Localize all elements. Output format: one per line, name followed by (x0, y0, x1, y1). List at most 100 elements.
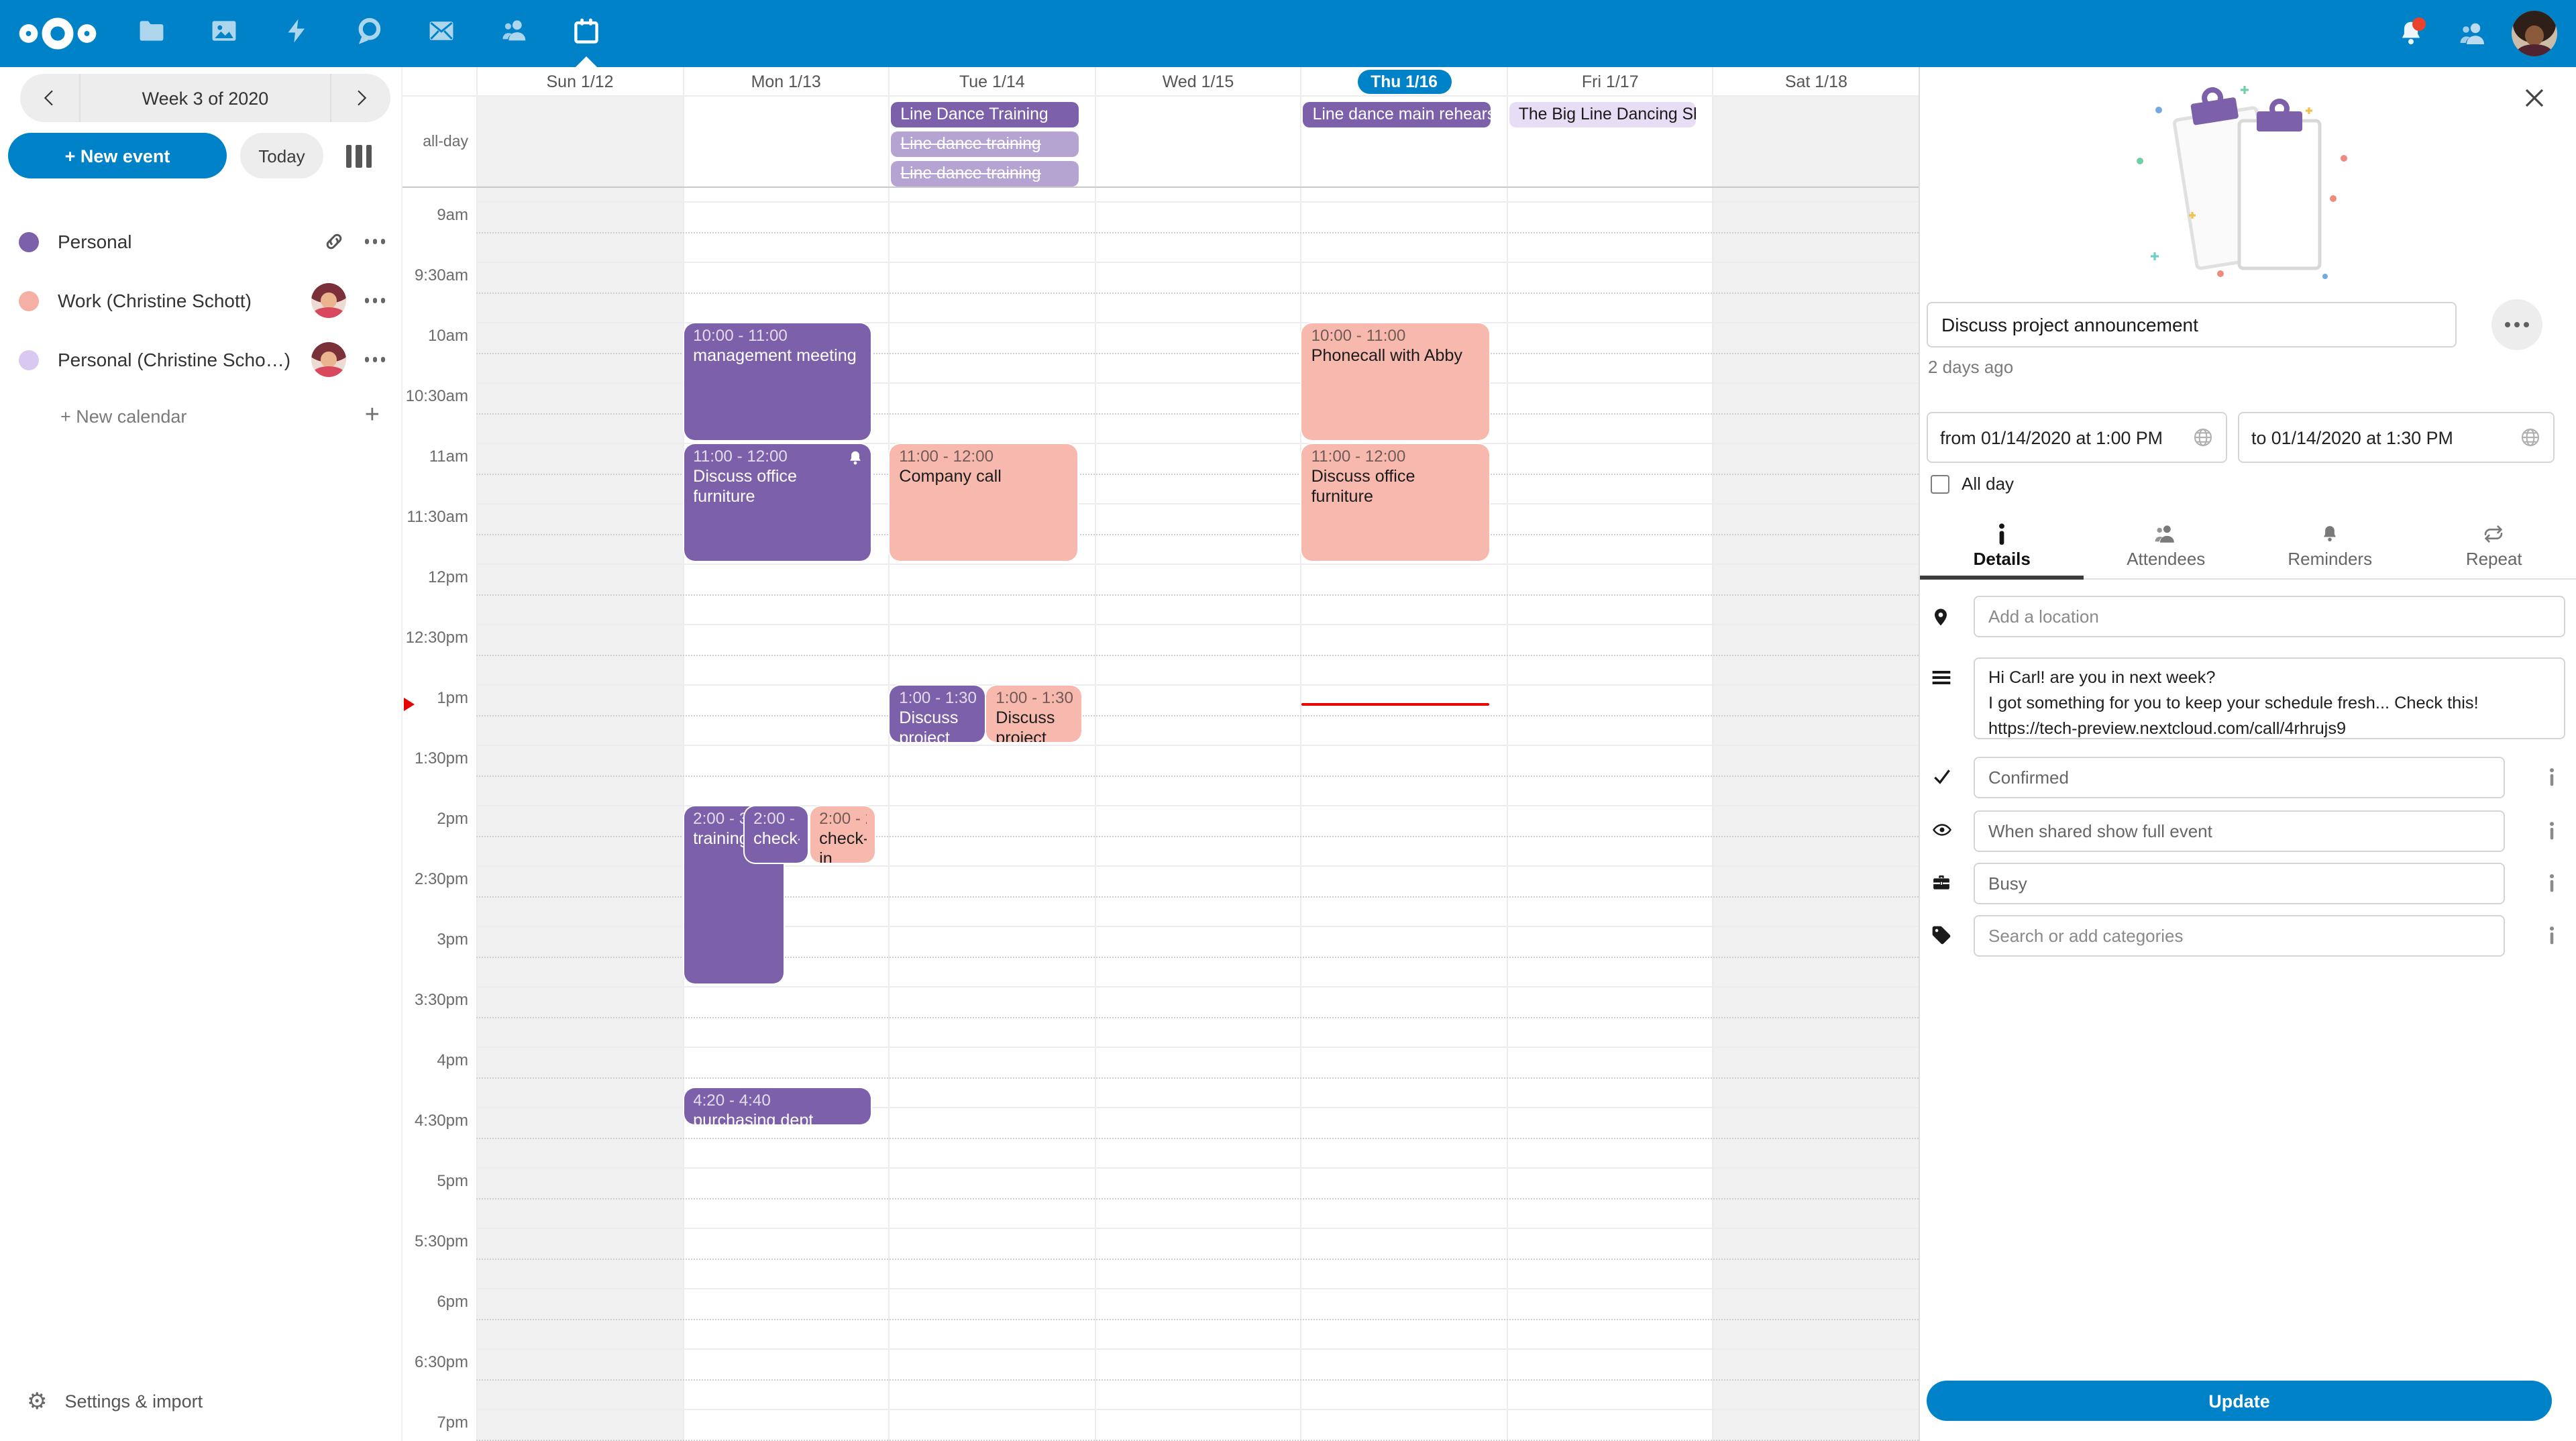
share-link-icon[interactable] (321, 229, 345, 254)
tab-attendees[interactable]: Attendees (2084, 514, 2249, 578)
previous-week-button[interactable] (20, 74, 79, 122)
location-input[interactable] (1974, 596, 2565, 637)
description-textarea[interactable]: Hi Carl! are you in next week? I got som… (1974, 657, 2565, 739)
all-day-checkbox-row[interactable]: All day (1931, 474, 2014, 494)
calendar-event[interactable]: 11:00 - 12:00 Company call (890, 444, 1077, 561)
day-header-wed[interactable]: Wed 1/15 (1094, 67, 1300, 95)
day-header-mon[interactable]: Mon 1/13 (682, 67, 888, 95)
visibility-info-icon[interactable] (2538, 810, 2565, 841)
app-contacts[interactable] (478, 0, 550, 67)
day-header-sat[interactable]: Sat 1/18 (1712, 67, 1919, 95)
day-header-sun[interactable]: Sun 1/12 (476, 67, 682, 95)
globe-icon[interactable] (2520, 427, 2541, 448)
view-toggle-button[interactable] (340, 136, 377, 175)
status-select[interactable]: Confirmed (1974, 757, 2505, 798)
calendar-event[interactable]: 2:00 - 2:30check-in (744, 806, 808, 863)
all-day-event[interactable]: Line Dance Training (891, 102, 1079, 127)
app-activity[interactable] (260, 0, 333, 67)
quarter-slot-line (476, 413, 1919, 414)
globe-icon[interactable] (2192, 427, 2214, 448)
tab-repeat[interactable]: Repeat (2412, 514, 2576, 578)
calendar-event[interactable]: 2:00 - 2:30check-in (810, 806, 875, 863)
all-day-cell[interactable] (1712, 97, 1919, 186)
visibility-select[interactable]: When shared show full event (1974, 810, 2505, 852)
slot-line (476, 503, 1919, 504)
notifications-button[interactable] (2380, 0, 2442, 67)
plus-icon[interactable]: + (364, 401, 380, 429)
categories-input[interactable]: Search or add categories (1974, 915, 2505, 957)
calendar-item-work-christine[interactable]: Work (Christine Schott) (0, 271, 401, 330)
event-title: Company call (899, 467, 1002, 486)
all-day-cell[interactable] (1094, 97, 1300, 186)
start-datetime-field[interactable]: from 01/14/2020 at 1:00 PM (1927, 412, 2227, 463)
slot-line (476, 262, 1919, 263)
calendar-item-personal-christine[interactable]: Personal (Christine Scho…) (0, 330, 401, 389)
avatar-body (2517, 44, 2552, 56)
event-title-input[interactable] (1927, 302, 2457, 348)
app-calendar[interactable] (550, 0, 623, 67)
end-datetime-field[interactable]: to 01/14/2020 at 1:30 PM (2238, 412, 2555, 463)
app-files[interactable] (115, 0, 188, 67)
all-day-cell[interactable] (476, 97, 683, 186)
calendar-week-view: Sun 1/12 Mon 1/13 Tue 1/14 Wed 1/15 Thu 1/16… (402, 67, 1919, 1441)
day-header-fri[interactable]: Fri 1/17 (1506, 67, 1713, 95)
nextcloud-logo[interactable] (19, 15, 97, 52)
categories-row: Search or add categories (1931, 915, 2565, 957)
all-day-event[interactable]: Line dance training (891, 161, 1079, 186)
calendar-menu-button[interactable] (364, 357, 385, 362)
categories-info-icon[interactable] (2538, 915, 2565, 946)
week-label[interactable]: Week 3 of 2020 (79, 74, 331, 122)
calendar-event[interactable]: 10:00 - 11:00 Phonecall with Abby (1301, 323, 1489, 440)
column-divider (476, 188, 478, 1441)
status-info-icon[interactable] (2538, 757, 2565, 788)
calendar-item-personal[interactable]: Personal (0, 212, 401, 271)
freebusy-select[interactable]: Busy (1974, 863, 2505, 904)
sidebar: Week 3 of 2020 + New event Today Persona… (0, 67, 402, 1441)
freebusy-info-icon[interactable] (2538, 863, 2565, 894)
event-title: Discuss office furniture (693, 467, 798, 506)
update-button[interactable]: Update (1927, 1381, 2552, 1421)
today-button[interactable]: Today (240, 133, 323, 178)
top-bar (0, 0, 2576, 67)
quarter-slot-line (476, 775, 1919, 776)
user-avatar[interactable] (2512, 11, 2557, 56)
calendar-menu-button[interactable] (364, 239, 385, 244)
event-actions-button[interactable] (2491, 299, 2542, 350)
calendar-color-dot (19, 290, 39, 311)
new-event-button[interactable]: + New event (8, 133, 227, 178)
quarter-slot-line (476, 714, 1919, 716)
day-header-tue[interactable]: Tue 1/14 (888, 67, 1094, 95)
calendar-color-dot (19, 231, 39, 252)
calendar-menu-button[interactable] (364, 298, 385, 303)
app-photos[interactable] (188, 0, 260, 67)
app-talk[interactable] (333, 0, 405, 67)
calendar-event[interactable]: 11:00 - 12:00 Discuss office furniture (684, 444, 871, 561)
location-row (1931, 596, 2565, 637)
calendar-event[interactable]: 1:00 - 1:30 Discuss project (986, 686, 1082, 742)
tab-reminders[interactable]: Reminders (2248, 514, 2412, 578)
calendar-event[interactable]: 4:20 - 4:40 purchasing dept (684, 1088, 871, 1124)
time-label: 6pm (437, 1292, 468, 1311)
all-day-event[interactable]: The Big Line Dancing Show (1509, 102, 1697, 127)
all-day-cell[interactable]: The Big Line Dancing Show (1506, 97, 1713, 186)
quarter-slot-line (476, 1016, 1919, 1018)
slot-line (476, 745, 1919, 746)
calendar-event[interactable]: 10:00 - 11:00 management meeting (684, 323, 871, 440)
all-day-event[interactable]: Line dance training (891, 131, 1079, 157)
close-panel-button[interactable] (2520, 83, 2549, 113)
all-day-event[interactable]: Line dance main rehearsal (1303, 102, 1491, 127)
all-day-cell[interactable] (682, 97, 888, 186)
time-grid[interactable]: 9am 9:30am 10am 10:30am 11am 11:30am 12pm 12:30… (402, 188, 1919, 1441)
tab-details[interactable]: Details (1920, 514, 2085, 580)
all-day-cell[interactable]: Line dance main rehearsal (1300, 97, 1507, 186)
contacts-menu-button[interactable] (2442, 0, 2504, 67)
new-calendar-button[interactable]: + New calendar + (0, 389, 401, 443)
calendar-event[interactable]: 11:00 - 12:00 Discuss office furniture (1301, 444, 1489, 561)
all-day-cell[interactable]: Line Dance Training Line dance training Li… (888, 97, 1094, 186)
settings-import-button[interactable]: ⚙ Settings & import (0, 1374, 401, 1428)
app-mail[interactable] (405, 0, 478, 67)
day-header-thu[interactable]: Thu 1/16 (1300, 67, 1507, 95)
all-day-checkbox[interactable] (1931, 474, 1949, 493)
next-week-button[interactable] (331, 74, 390, 122)
